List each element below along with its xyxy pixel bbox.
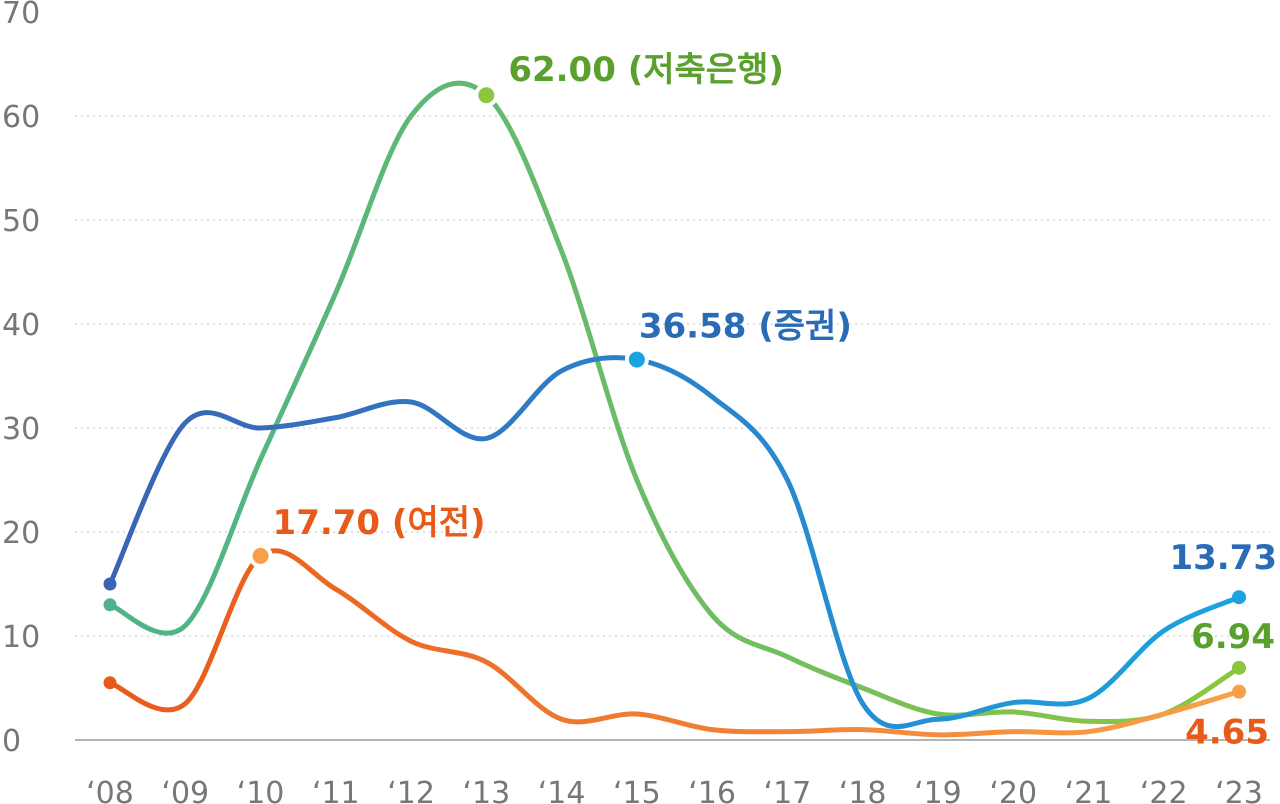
- series-lines: [107, 80, 1242, 738]
- y-tick-label: 10: [2, 620, 40, 655]
- series-start-point: [103, 598, 117, 612]
- data-label: 4.65: [1185, 713, 1269, 753]
- y-tick-label: 0: [2, 724, 21, 759]
- series-line: [107, 548, 1242, 738]
- x-tick-label: ‘16: [688, 776, 736, 804]
- data-point: [248, 543, 273, 568]
- x-tick-label: ‘18: [839, 776, 887, 804]
- data-point: [1232, 684, 1246, 699]
- series-markers: [103, 83, 1246, 699]
- y-tick-label: 30: [2, 412, 40, 447]
- x-tick-label: ‘10: [237, 776, 285, 804]
- x-tick-label: ‘19: [914, 776, 962, 804]
- y-axis-tick-labels: 0 10 20 30 40 50 60 70: [2, 0, 40, 759]
- x-tick-label: ‘17: [764, 776, 812, 804]
- x-axis-tick-labels: ‘08 ‘09 ‘10 ‘11 ‘12 ‘13 ‘14 ‘15 ‘16 ‘17 ‘18 ‘19 ‘20 ‘…: [86, 776, 1263, 804]
- x-tick-label: ‘23: [1215, 776, 1263, 804]
- data-label: 6.94: [1191, 617, 1275, 657]
- x-tick-label: ‘08: [86, 776, 134, 804]
- data-label: 13.73: [1169, 538, 1277, 578]
- x-tick-label: ‘15: [613, 776, 661, 804]
- y-tick-label: 50: [2, 204, 40, 239]
- data-label: 36.58 (증권): [639, 307, 852, 347]
- data-point: [474, 83, 499, 108]
- x-tick-label: ‘22: [1140, 776, 1188, 804]
- x-tick-label: ‘20: [989, 776, 1037, 804]
- series-line: [107, 355, 1242, 730]
- y-tick-label: 40: [2, 308, 40, 343]
- y-tick-label: 70: [2, 0, 40, 31]
- data-point: [1232, 660, 1246, 675]
- x-tick-label: ‘11: [312, 776, 360, 804]
- data-label: 62.00 (저축은행): [508, 50, 784, 90]
- x-tick-label: ‘21: [1065, 776, 1113, 804]
- series-start-point: [103, 577, 117, 591]
- data-point: [1232, 590, 1246, 605]
- data-labels: 62.00 (저축은행) 36.58 (증권) 17.70 (여전) 13.73 6.9…: [273, 50, 1277, 752]
- x-tick-label: ‘09: [161, 776, 209, 804]
- series-start-point: [103, 676, 117, 690]
- data-label: 17.70 (여전): [273, 503, 486, 543]
- x-tick-label: ‘13: [462, 776, 510, 804]
- data-point: [624, 347, 649, 372]
- x-tick-label: ‘14: [538, 776, 586, 804]
- x-tick-label: ‘12: [387, 776, 435, 804]
- y-tick-label: 60: [2, 100, 40, 135]
- series-line: [107, 80, 1242, 725]
- y-tick-label: 20: [2, 516, 40, 551]
